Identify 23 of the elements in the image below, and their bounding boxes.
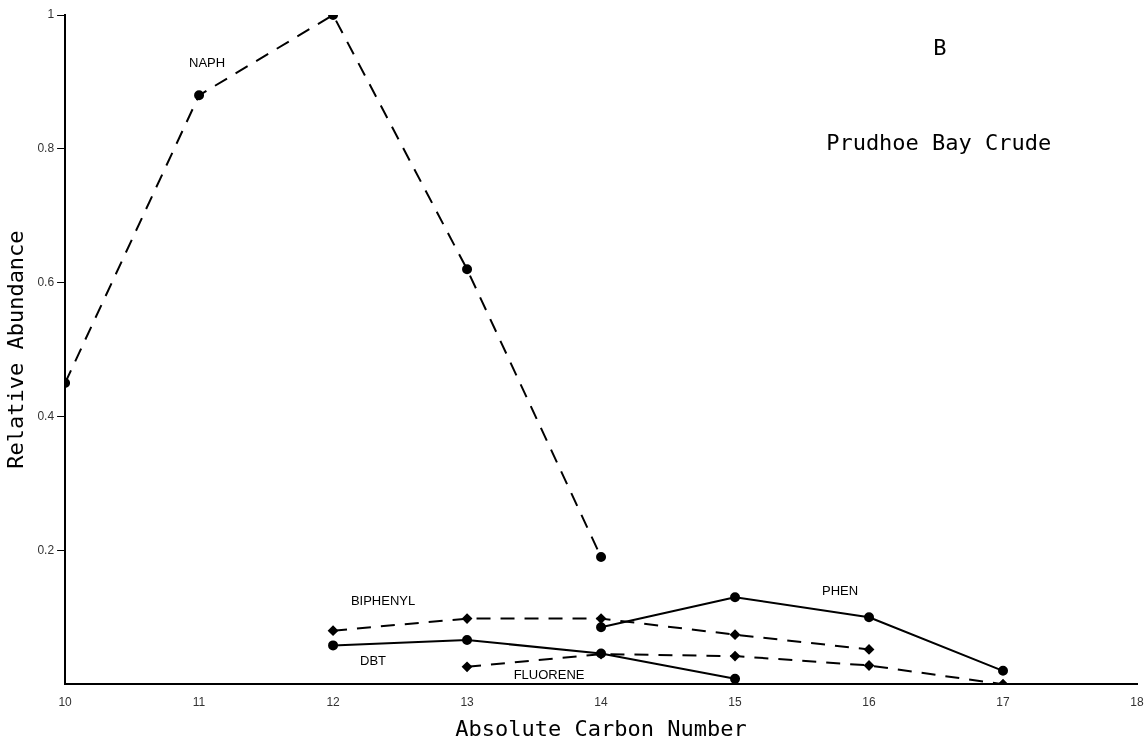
annotation: Prudhoe Bay Crude bbox=[826, 130, 1052, 155]
x-axis-title: Absolute Carbon Number bbox=[455, 715, 747, 741]
y-tick-label: 0.6 bbox=[37, 274, 55, 289]
y-axis-title: Relative Abundance bbox=[2, 230, 28, 469]
x-tick-label: 15 bbox=[728, 694, 743, 709]
y-tick-label: 0.2 bbox=[37, 542, 55, 557]
x-tick-label: 17 bbox=[996, 694, 1010, 709]
x-tick-label: 12 bbox=[326, 694, 341, 709]
y-tick-label: 0.4 bbox=[37, 408, 55, 423]
y-tick-label: 0.8 bbox=[37, 141, 55, 156]
series-label: NAPH bbox=[189, 55, 226, 71]
x-tick-label: 10 bbox=[58, 694, 73, 709]
annotation: B bbox=[933, 35, 947, 60]
x-tick-label: 11 bbox=[192, 694, 206, 709]
series-label: FLUORENE bbox=[513, 666, 585, 682]
series-label: DBT bbox=[360, 653, 387, 669]
x-tick-label: 13 bbox=[460, 694, 475, 709]
y-tick-label: 1 bbox=[47, 7, 55, 22]
x-tick-label: 18 bbox=[1130, 694, 1144, 709]
x-tick-label: 14 bbox=[594, 694, 609, 709]
series-label: BIPHENYL bbox=[350, 592, 416, 608]
series-label: PHEN bbox=[821, 583, 859, 599]
x-tick-label: 16 bbox=[862, 694, 877, 709]
